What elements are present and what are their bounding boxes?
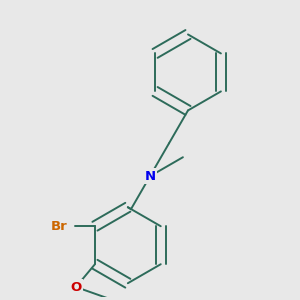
Text: O: O	[70, 280, 82, 293]
Text: N: N	[144, 170, 156, 183]
Text: Br: Br	[51, 220, 68, 233]
